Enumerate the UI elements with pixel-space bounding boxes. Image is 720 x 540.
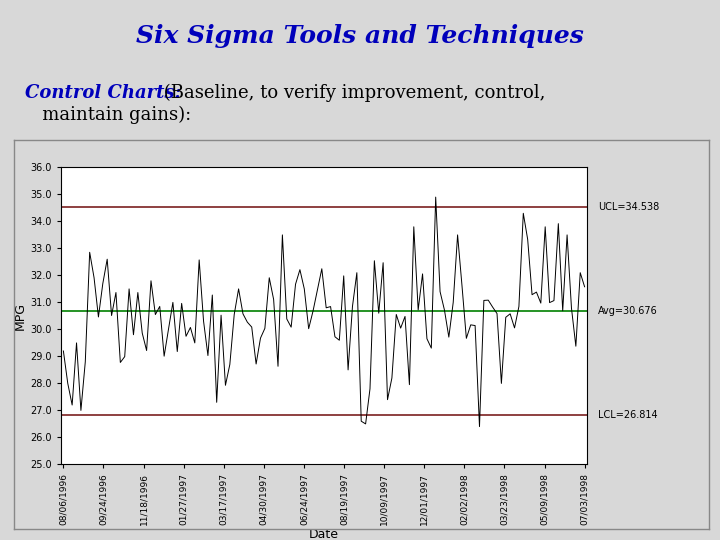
Y-axis label: MPG: MPG xyxy=(14,302,27,330)
Text: maintain gains):: maintain gains): xyxy=(25,105,192,124)
Text: (Baseline, to verify improvement, control,: (Baseline, to verify improvement, contro… xyxy=(158,84,546,102)
Text: Control Charts:: Control Charts: xyxy=(25,84,181,102)
X-axis label: Date: Date xyxy=(309,528,339,540)
Text: UCL=34.538: UCL=34.538 xyxy=(598,202,659,212)
Text: Avg=30.676: Avg=30.676 xyxy=(598,306,657,316)
Text: LCL=26.814: LCL=26.814 xyxy=(598,410,657,421)
Text: Six Sigma Tools and Techniques: Six Sigma Tools and Techniques xyxy=(136,24,584,48)
